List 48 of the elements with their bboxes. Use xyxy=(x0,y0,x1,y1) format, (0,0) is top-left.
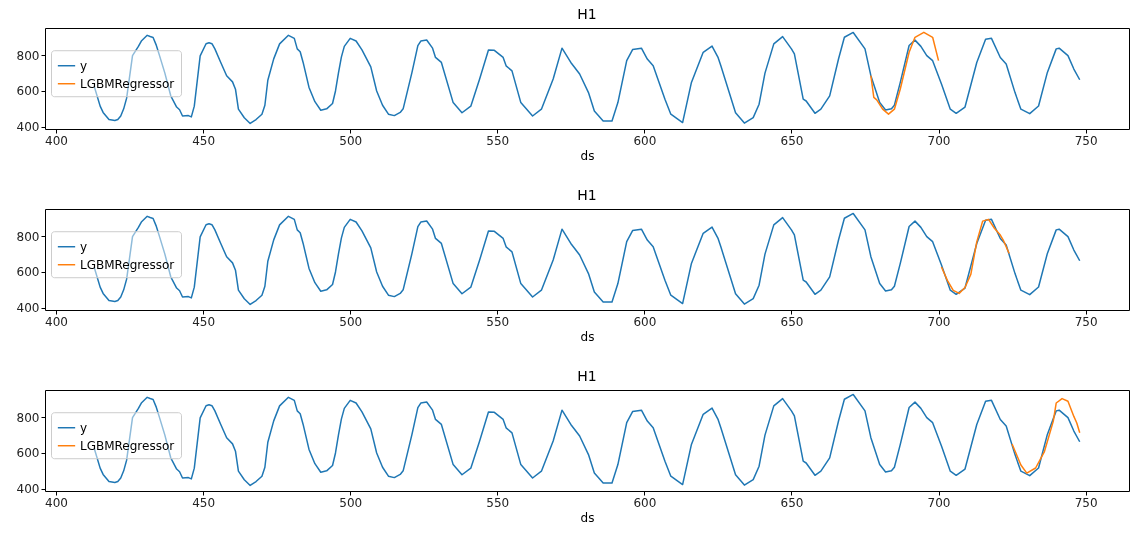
x-tick-label: 400 xyxy=(45,314,68,329)
x-tick-label: 650 xyxy=(780,495,804,510)
x-tick-label: 750 xyxy=(1074,495,1098,510)
x-tick-label: 450 xyxy=(192,314,216,329)
y-tick-label: 600 xyxy=(16,265,40,280)
x-tick-label: 400 xyxy=(45,495,68,510)
x-tick-label: 500 xyxy=(339,495,363,510)
x-tick-label: 450 xyxy=(192,495,216,510)
x-tick-label: 550 xyxy=(486,495,510,510)
y-tick-label: 600 xyxy=(16,446,40,461)
x-axis-title: ds xyxy=(580,148,595,163)
x-tick-label: 750 xyxy=(1074,133,1098,148)
chart-title: H1 xyxy=(577,6,597,22)
legend-label: LGBMRegressor xyxy=(80,257,175,272)
line-series xyxy=(870,31,940,115)
x-axis-title: ds xyxy=(580,510,595,525)
y-tick-label: 400 xyxy=(16,120,40,135)
y-tick-label: 800 xyxy=(16,229,40,244)
legend-label: y xyxy=(80,239,88,254)
x-tick-label: 600 xyxy=(633,495,657,510)
x-tick-label: 750 xyxy=(1074,314,1098,329)
x-tick-label: 650 xyxy=(780,314,804,329)
x-tick-label: 450 xyxy=(192,133,216,148)
y-tick-label: 600 xyxy=(16,84,40,99)
line-series xyxy=(1011,397,1081,474)
legend-label: LGBMRegressor xyxy=(80,76,175,91)
legend-label: LGBMRegressor xyxy=(80,438,175,453)
legend-label: y xyxy=(80,58,88,73)
chart-title: H1 xyxy=(577,187,597,203)
x-tick-label: 600 xyxy=(633,133,657,148)
x-tick-label: 550 xyxy=(486,133,510,148)
x-tick-label: 700 xyxy=(927,495,951,510)
chart-title: H1 xyxy=(577,368,597,384)
x-tick-label: 700 xyxy=(927,133,951,148)
x-tick-label: 600 xyxy=(633,314,657,329)
x-tick-label: 650 xyxy=(780,133,804,148)
x-tick-label: 500 xyxy=(339,314,363,329)
y-tick-label: 800 xyxy=(16,410,40,425)
x-axis-title: ds xyxy=(580,329,595,344)
x-tick-label: 400 xyxy=(45,133,68,148)
legend-label: y xyxy=(80,420,88,435)
x-tick-label: 700 xyxy=(927,314,951,329)
y-tick-label: 800 xyxy=(16,48,40,63)
line-series xyxy=(940,218,1010,295)
y-tick-label: 400 xyxy=(16,482,40,497)
x-tick-label: 550 xyxy=(486,314,510,329)
x-tick-label: 500 xyxy=(339,133,363,148)
y-tick-label: 400 xyxy=(16,301,40,316)
